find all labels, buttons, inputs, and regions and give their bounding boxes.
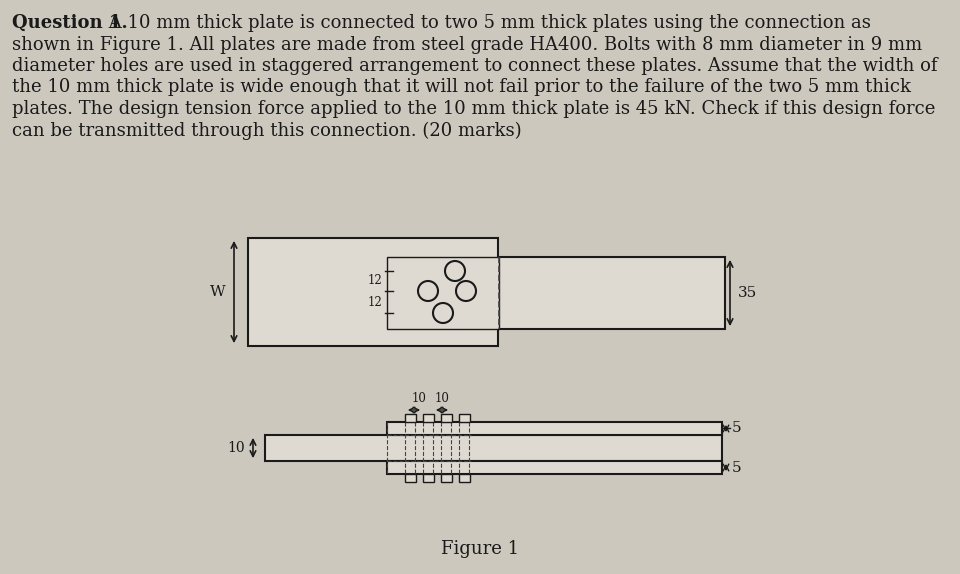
- Text: 5: 5: [732, 421, 742, 436]
- Bar: [387, 257, 499, 329]
- Text: plates. The design tension force applied to the 10 mm thick plate is 45 kN. Chec: plates. The design tension force applied…: [12, 100, 935, 118]
- Text: 12: 12: [368, 296, 382, 308]
- Bar: [405, 474, 416, 482]
- Text: the 10 mm thick plate is wide enough that it will not fail prior to the failure : the 10 mm thick plate is wide enough tha…: [12, 79, 911, 96]
- Bar: [387, 461, 722, 474]
- Circle shape: [445, 261, 465, 281]
- Text: diameter holes are used in staggered arrangement to connect these plates. Assume: diameter holes are used in staggered arr…: [12, 57, 938, 75]
- Text: Question 1.: Question 1.: [12, 14, 128, 32]
- Bar: [423, 414, 434, 422]
- Text: can be transmitted through this connection. (20 marks): can be transmitted through this connecti…: [12, 122, 521, 139]
- Text: W: W: [210, 285, 226, 299]
- Bar: [387, 257, 725, 329]
- Bar: [405, 414, 416, 422]
- Bar: [459, 474, 470, 482]
- Text: Figure 1: Figure 1: [441, 540, 519, 558]
- Text: 10: 10: [412, 392, 426, 405]
- Bar: [265, 435, 722, 461]
- Bar: [423, 474, 434, 482]
- Bar: [441, 414, 452, 422]
- Text: 35: 35: [738, 286, 757, 300]
- Text: 12: 12: [368, 274, 382, 288]
- Text: shown in Figure 1. All plates are made from steel grade HA400. Bolts with 8 mm d: shown in Figure 1. All plates are made f…: [12, 36, 923, 53]
- Text: A 10 mm thick plate is connected to two 5 mm thick plates using the connection a: A 10 mm thick plate is connected to two …: [103, 14, 871, 32]
- Bar: [459, 414, 470, 422]
- Text: 5: 5: [732, 460, 742, 475]
- Text: 10: 10: [435, 392, 449, 405]
- Bar: [387, 422, 722, 435]
- Circle shape: [433, 303, 453, 323]
- Circle shape: [418, 281, 438, 301]
- Bar: [248, 238, 498, 346]
- Text: 10: 10: [228, 441, 245, 455]
- Circle shape: [456, 281, 476, 301]
- Bar: [441, 474, 452, 482]
